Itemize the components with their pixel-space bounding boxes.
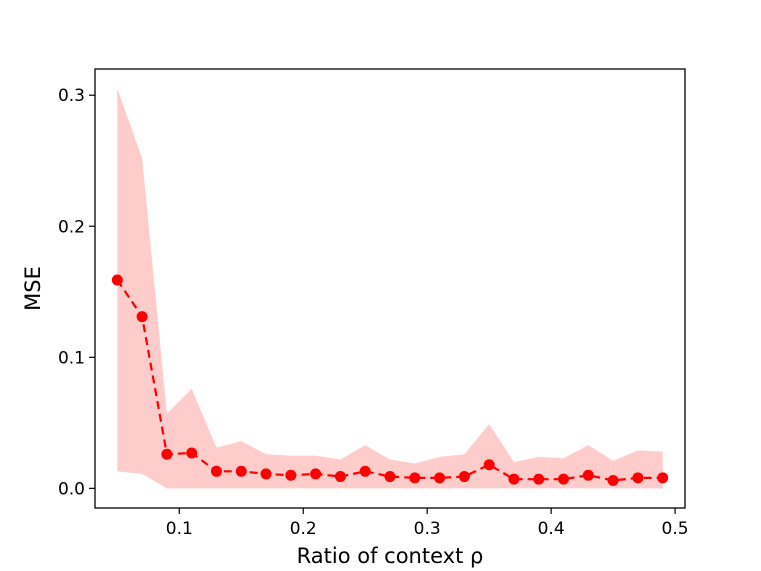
data-point [235, 465, 247, 477]
axes-frame [94, 68, 686, 509]
data-point [260, 468, 272, 480]
data-point [334, 471, 346, 483]
data-point [210, 465, 222, 477]
y-axis: 0.0 0.1 0.2 0.3 [58, 86, 95, 499]
x-tick-label: 0.1 [166, 519, 193, 539]
y-tick-label: 0.0 [58, 479, 85, 499]
data-point [508, 473, 520, 485]
y-tick-label: 0.3 [58, 86, 85, 106]
data-point [285, 469, 297, 481]
data-point [533, 473, 545, 485]
data-point [558, 473, 570, 485]
plot-area [111, 88, 669, 489]
data-point [657, 472, 669, 484]
data-point [111, 274, 123, 286]
data-point [582, 469, 594, 481]
data-point [434, 472, 446, 484]
data-point [136, 311, 148, 323]
data-point [632, 472, 644, 484]
data-point [310, 468, 322, 480]
y-tick-label: 0.1 [58, 348, 85, 368]
x-tick-label: 0.5 [662, 519, 689, 539]
data-point [384, 471, 396, 483]
y-tick-label: 0.2 [58, 217, 85, 237]
data-point [607, 474, 619, 486]
x-tick-label: 0.3 [414, 519, 441, 539]
data-point [409, 472, 421, 484]
y-axis-label: MSE [21, 266, 45, 311]
x-axis-label: Ratio of context ρ [297, 544, 484, 568]
data-point [161, 448, 173, 460]
error-band [117, 88, 663, 489]
data-point [483, 459, 495, 471]
data-point [186, 447, 198, 459]
x-tick-label: 0.2 [290, 519, 317, 539]
data-point [359, 465, 371, 477]
data-point [458, 471, 470, 483]
x-tick-label: 0.4 [538, 519, 565, 539]
x-axis: 0.1 0.2 0.3 0.4 0.5 [166, 508, 689, 539]
series-line [116, 279, 663, 482]
